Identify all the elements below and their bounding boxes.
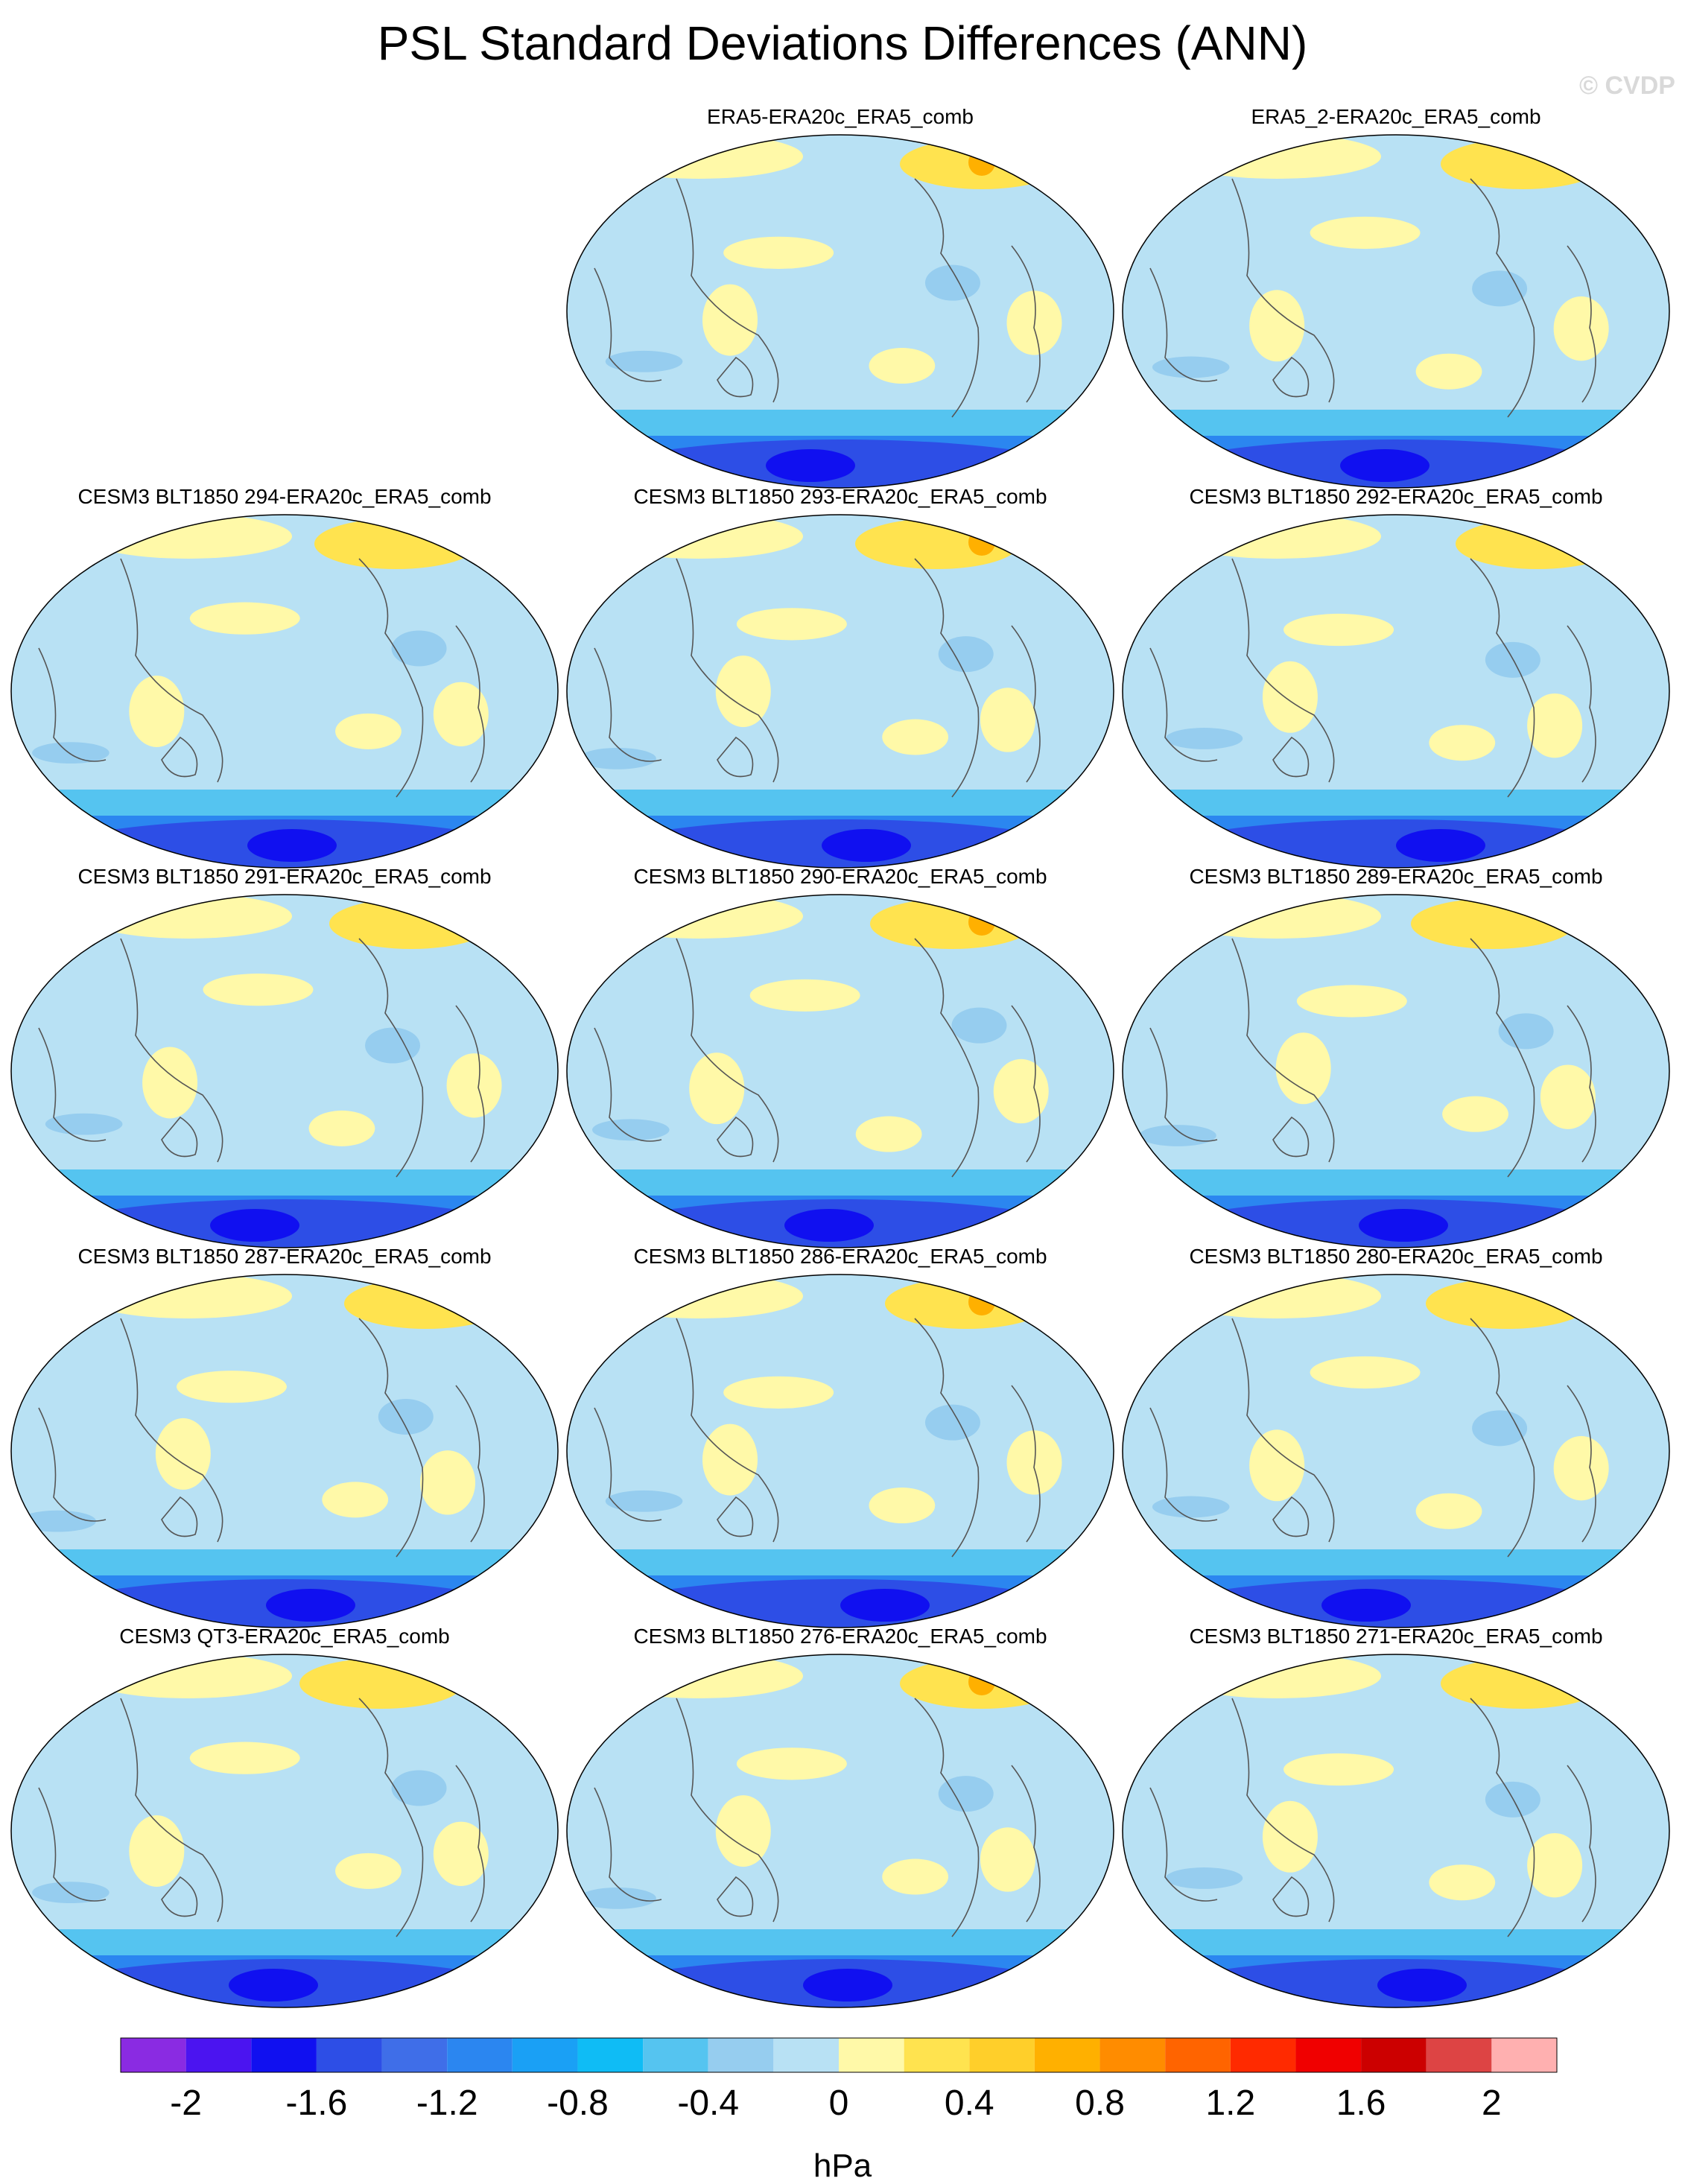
map-panel: ERA5-ERA20c_ERA5_comb <box>565 104 1116 489</box>
colorbar-segment <box>1034 2038 1100 2072</box>
colorbar-tick-label: 1.2 <box>1205 2083 1256 2123</box>
panel-title: CESM3 BLT1850 290-ERA20c_ERA5_comb <box>633 865 1047 888</box>
map-plot <box>566 514 1114 869</box>
colorbar-border <box>120 2037 1558 2073</box>
panel-title: CESM3 BLT1850 293-ERA20c_ERA5_comb <box>633 485 1047 508</box>
colorbar-tick-label: -0.8 <box>547 2083 609 2123</box>
panel-title: CESM3 BLT1850 280-ERA20c_ERA5_comb <box>1189 1245 1603 1268</box>
map-plot <box>10 1274 559 1628</box>
colorbar-units: hPa <box>813 2148 872 2184</box>
colorbar-tick-label: -1.6 <box>285 2083 348 2123</box>
panel-title: CESM3 BLT1850 286-ERA20c_ERA5_comb <box>633 1245 1047 1268</box>
map-plot <box>1122 1654 1670 2008</box>
panel-title: CESM3 BLT1850 292-ERA20c_ERA5_comb <box>1189 485 1603 508</box>
map-plot <box>10 894 559 1248</box>
figure-title: PSL Standard Deviations Differences (ANN… <box>377 16 1308 70</box>
map-plot <box>566 894 1114 1248</box>
map-panel: CESM3 BLT1850 287-ERA20c_ERA5_comb <box>9 1244 560 1628</box>
colorbar-tick-label: 1.6 <box>1336 2083 1386 2123</box>
map-plot <box>566 1654 1114 2008</box>
map-panel: CESM3 BLT1850 286-ERA20c_ERA5_comb <box>565 1244 1116 1628</box>
colorbar-tick-label: -0.4 <box>677 2083 740 2123</box>
panel-title: CESM3 BLT1850 287-ERA20c_ERA5_comb <box>77 1245 492 1268</box>
map-plot <box>1122 894 1670 1248</box>
colorbar-tick-label: 0.8 <box>1075 2083 1125 2123</box>
map-plot <box>566 1274 1114 1628</box>
map-panel: CESM3 BLT1850 291-ERA20c_ERA5_comb <box>9 864 560 1248</box>
map-plot <box>10 514 559 869</box>
panel-title: CESM3 BLT1850 276-ERA20c_ERA5_comb <box>633 1625 1047 1648</box>
map-plot <box>1122 1274 1670 1628</box>
map-plot <box>10 1654 559 2008</box>
colorbar-tick-label: 2 <box>1482 2083 1502 2123</box>
colorbar-segment <box>1230 2038 1296 2072</box>
map-panel: CESM3 BLT1850 280-ERA20c_ERA5_comb <box>1120 1244 1672 1628</box>
colorbar-segment <box>185 2038 252 2072</box>
map-panel: CESM3 BLT1850 294-ERA20c_ERA5_comb <box>9 484 560 869</box>
colorbar-segment <box>447 2038 513 2072</box>
map-panel: CESM3 BLT1850 292-ERA20c_ERA5_comb <box>1120 484 1672 869</box>
map-plot <box>566 134 1114 489</box>
map-panel: CESM3 BLT1850 293-ERA20c_ERA5_comb <box>565 484 1116 869</box>
colorbar-segment <box>251 2038 317 2072</box>
panel-title: CESM3 QT3-ERA20c_ERA5_comb <box>119 1625 450 1648</box>
colorbar-segment <box>1295 2038 1362 2072</box>
colorbar-segment <box>839 2038 904 2072</box>
map-panel: CESM3 BLT1850 290-ERA20c_ERA5_comb <box>565 864 1116 1248</box>
colorbar-segment <box>1099 2038 1166 2072</box>
map-plot <box>1122 514 1670 869</box>
panel-title: ERA5_2-ERA20c_ERA5_comb <box>1251 105 1541 128</box>
colorbar-segment <box>643 2038 708 2072</box>
credit-watermark: © CVDP <box>1579 72 1675 100</box>
colorbar-segment <box>381 2038 448 2072</box>
panel-title: CESM3 BLT1850 291-ERA20c_ERA5_comb <box>77 865 492 888</box>
map-panel: ERA5_2-ERA20c_ERA5_comb <box>1120 104 1672 489</box>
colorbar-segment <box>1426 2038 1492 2072</box>
colorbar-segment <box>904 2038 970 2072</box>
colorbar-tick-label: 0.4 <box>944 2083 994 2123</box>
map-panel: CESM3 BLT1850 276-ERA20c_ERA5_comb <box>565 1624 1116 2008</box>
map-panel: CESM3 BLT1850 271-ERA20c_ERA5_comb <box>1120 1624 1672 2008</box>
colorbar-segment <box>577 2038 644 2072</box>
colorbar-segment <box>316 2038 382 2072</box>
colorbar-segment <box>121 2038 186 2072</box>
map-panel: CESM3 BLT1850 289-ERA20c_ERA5_comb <box>1120 864 1672 1248</box>
colorbar-tick-label: 0 <box>828 2083 849 2123</box>
panel-title: ERA5-ERA20c_ERA5_comb <box>707 105 974 128</box>
colorbar-segment <box>1491 2038 1557 2072</box>
colorbar-segment <box>512 2038 578 2072</box>
colorbar-segment <box>1165 2038 1231 2072</box>
map-plot <box>1122 134 1670 489</box>
panel-title: CESM3 BLT1850 294-ERA20c_ERA5_comb <box>77 485 492 508</box>
panel-title: CESM3 BLT1850 271-ERA20c_ERA5_comb <box>1189 1625 1603 1648</box>
colorbar-segment <box>773 2038 839 2072</box>
colorbar-segment <box>969 2038 1035 2072</box>
colorbar-tick-label: -2 <box>170 2083 202 2123</box>
colorbar-segment <box>1361 2038 1427 2072</box>
panel-title: CESM3 BLT1850 289-ERA20c_ERA5_comb <box>1189 865 1603 888</box>
colorbar-tick-label: -1.2 <box>416 2083 478 2123</box>
map-panel: CESM3 QT3-ERA20c_ERA5_comb <box>9 1624 560 2008</box>
colorbar-segment <box>708 2038 774 2072</box>
